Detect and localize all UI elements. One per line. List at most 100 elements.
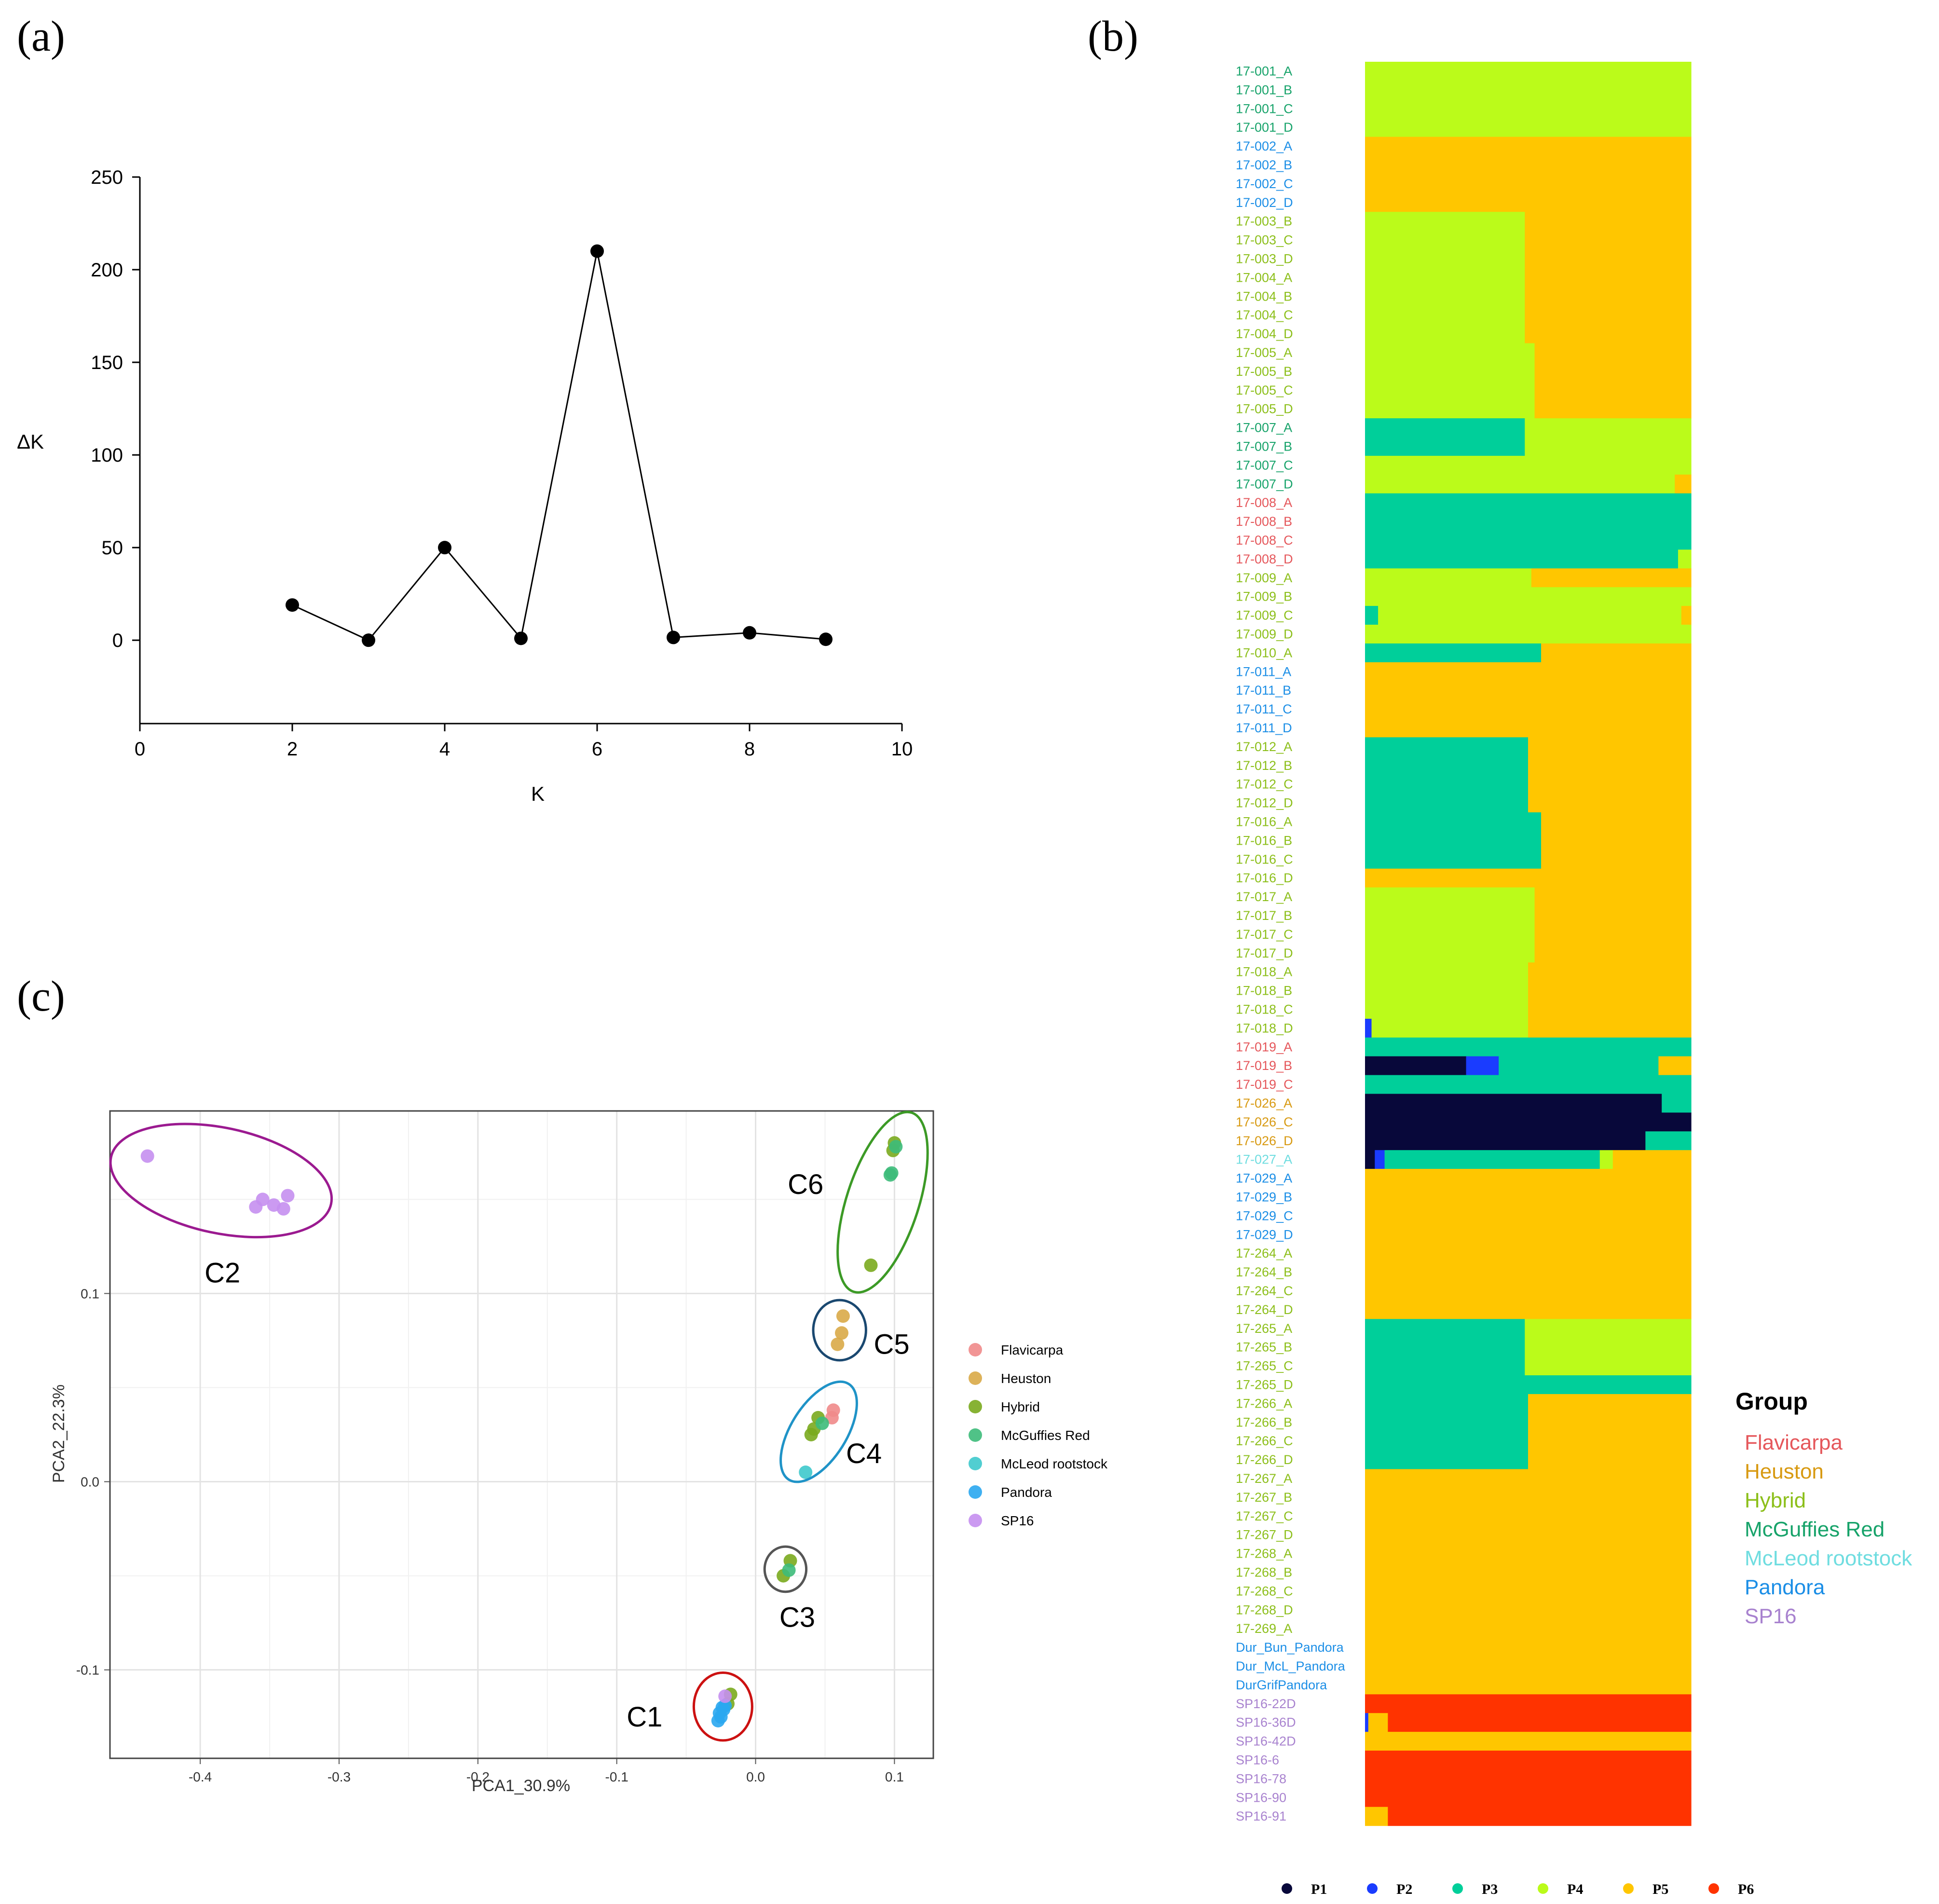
cluster-label: C1 [627,1701,662,1733]
panel-label-c: (c) [17,973,65,1020]
cluster-label: C3 [779,1602,815,1633]
structure-bar-segment [1365,1713,1369,1732]
structure-bar-segment [1658,1056,1692,1076]
structure-bar-segment [1365,1188,1692,1207]
sample-label: 17-268_D [1236,1603,1293,1617]
structure-bar-segment [1365,174,1692,193]
sample-label: 17-002_D [1236,195,1293,210]
sample-label: SP16-78 [1236,1771,1286,1786]
structure-bar-segment [1541,849,1692,869]
sample-label: 17-011_B [1236,683,1291,698]
structure-bar-segment [1525,324,1692,344]
structure-bar-segment [1365,1412,1529,1432]
pca-scatter-plot: -0.4 -0.3 -0.2 -0.1 0.0 0.1 -0.1 0.0 0.1 PCA1_30.… [50,1110,1108,1795]
structure-bar-segment [1662,1094,1692,1113]
x-tick-label: 10 [891,739,913,760]
sample-label: 17-027_A [1236,1152,1292,1167]
structure-bar-segment [1365,944,1535,963]
y-tick-label: 0 [112,630,123,651]
sample-label: 17-007_A [1236,421,1292,435]
sample-label: 17-011_C [1236,702,1292,716]
delta-k-point [590,244,604,258]
sample-label: 17-264_D [1236,1302,1293,1317]
structure-bar-segment [1365,118,1692,137]
cluster-legend-swatch [1452,1883,1463,1894]
group-legend-item: SP16 [1745,1604,1797,1628]
structure-bar-chart: 17-001_A 17-001_B 17-001_C 17-001_D 17-002_A… [1236,62,1912,1897]
structure-bar-segment [1365,99,1692,119]
structure-bar-segment [1531,568,1692,588]
group-legend-item: Flavicarpa [1745,1431,1843,1454]
structure-bar-segment [1365,1619,1692,1639]
structure-bar-segment [1525,1319,1692,1338]
structure-bar-segment [1365,343,1535,362]
structure-bar-segment [1388,1807,1692,1826]
sample-label: 17-029_C [1236,1208,1293,1223]
cluster-label: C4 [846,1438,882,1469]
cluster-ellipse [812,1299,867,1362]
structure-bar-segment [1365,1581,1692,1601]
structure-bar-segment [1365,1075,1692,1095]
x-tick-label: -0.1 [605,1769,628,1784]
sample-label: 17-016_B [1236,833,1292,848]
delta-k-point [819,632,833,646]
pca-point-hybrid [804,1428,818,1441]
structure-bar-segment [1365,512,1692,532]
x-tick-label: -0.3 [328,1769,351,1784]
structure-bar-segment [1365,1788,1692,1808]
structure-bar-segment [1541,812,1692,832]
structure-bar-segment [1365,1000,1529,1019]
sample-label: 17-005_A [1236,345,1292,360]
cluster-legend-label: P5 [1652,1881,1668,1897]
sample-label: 17-265_C [1236,1359,1293,1373]
x-tick-label: 0.1 [885,1769,904,1784]
structure-bar-segment [1365,62,1692,81]
cluster-ellipse [779,1380,858,1483]
structure-bar-segment [1384,1150,1600,1169]
panel-label-a: (a) [17,13,65,60]
cluster-legend-swatch [1282,1883,1292,1894]
structure-bar-segment [1365,775,1529,794]
structure-bar-segment [1528,775,1692,794]
structure-bar-segment [1365,418,1525,438]
structure-bar-segment [1525,437,1692,456]
sample-label: 17-004_A [1236,270,1292,285]
structure-bar-segment [1365,249,1525,269]
structure-bar-segment [1528,1412,1692,1432]
sample-label: 17-265_B [1236,1340,1292,1355]
structure-bar-segment [1365,643,1542,663]
sample-label: 17-012_A [1236,740,1292,754]
sample-label: 17-012_C [1236,777,1293,792]
sample-label: 17-004_B [1236,289,1292,303]
sample-label: 17-011_A [1236,664,1291,679]
sample-label: 17-017_C [1236,927,1293,942]
sample-label: 17-266_C [1236,1434,1293,1448]
structure-bar-segment [1365,1469,1692,1488]
structure-bar-segment [1525,268,1692,288]
delta-k-point [743,626,756,640]
sample-label: 17-007_B [1236,439,1292,453]
structure-bar-segment [1678,549,1692,569]
structure-bar-segment [1365,1507,1692,1526]
sample-label: 17-265_A [1236,1321,1292,1336]
group-legend-item: Pandora [1745,1575,1825,1599]
sample-label: SP16-90 [1236,1790,1286,1805]
pca-point-heuston [831,1337,845,1351]
cluster-label: C6 [788,1169,823,1200]
structure-bar-segment [1534,906,1692,925]
sample-label: 17-002_A [1236,139,1292,153]
structure-bar-segment [1365,1675,1692,1695]
structure-bar-segment [1365,287,1525,306]
sample-label: 17-018_B [1236,984,1292,998]
sample-label: 17-264_B [1236,1265,1292,1279]
structure-bar-segment [1528,756,1692,775]
sample-label: 17-019_A [1236,1040,1292,1054]
structure-bar-segment [1365,1112,1692,1132]
structure-bar-segment [1534,399,1692,419]
cluster-legend-swatch [1538,1883,1548,1894]
structure-bar-segment [1365,324,1525,344]
sample-label: SP16-22D [1236,1697,1296,1711]
sample-label: 17-266_A [1236,1396,1292,1411]
structure-bar-segment [1365,925,1535,944]
